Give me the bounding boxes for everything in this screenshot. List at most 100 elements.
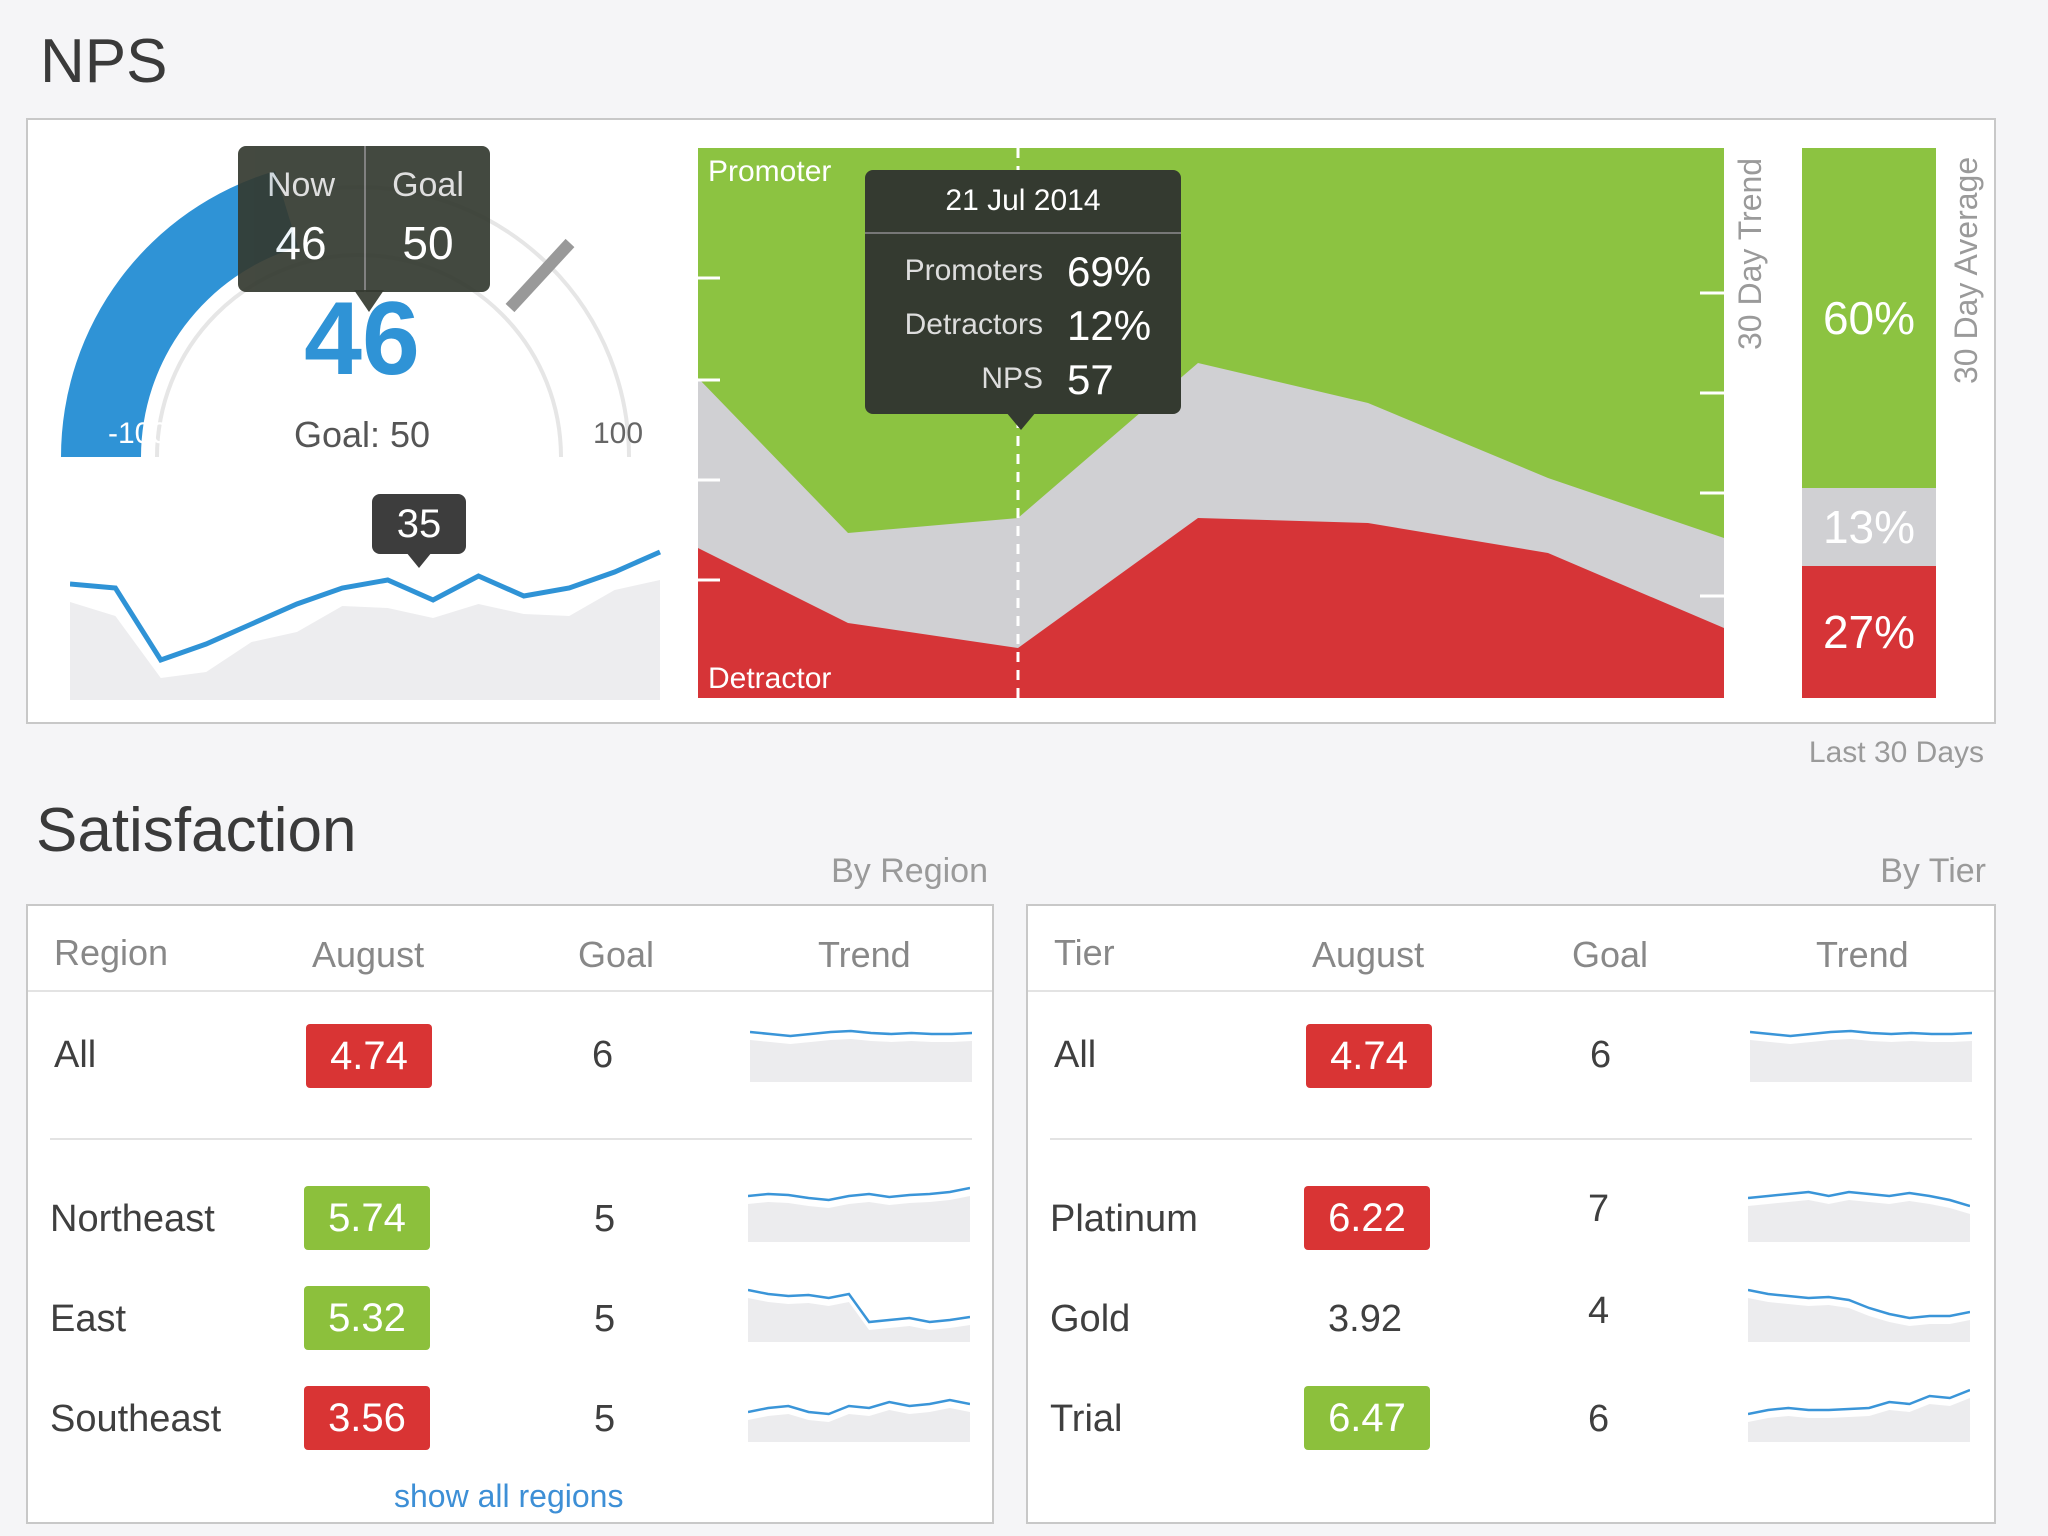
- tier-row-name: Platinum: [1050, 1198, 1198, 1240]
- region-row-name: Southeast: [50, 1398, 222, 1440]
- tier-row-value: 6.22: [1304, 1186, 1430, 1250]
- tier-total-goal: 6: [1590, 1034, 1612, 1076]
- tooltip-promoters-label: Promoters: [904, 254, 1043, 287]
- region-row-sparkline: [748, 1186, 970, 1242]
- left-axis-ticks: [698, 276, 720, 582]
- tooltip-pointer: [354, 290, 384, 312]
- tier-row-sparkline: [1748, 1190, 1970, 1242]
- detractor-area: [698, 518, 1724, 698]
- average-passive-segment: 13%: [1802, 488, 1936, 566]
- show-all-regions-link[interactable]: show all regions: [394, 1478, 624, 1514]
- tier-row-value: 3.92: [1328, 1298, 1402, 1340]
- gauge-goal-text: Goal: 50: [294, 414, 430, 455]
- promoter-label: Promoter: [708, 155, 831, 188]
- region-row-name: Northeast: [50, 1198, 215, 1240]
- last-30-days-label: Last 30 Days: [1808, 736, 1984, 769]
- tier-header-name: Tier: [1054, 932, 1115, 973]
- goal-label: Goal: [392, 166, 464, 204]
- tier-total-sparkline: [1750, 1029, 1972, 1082]
- region-total-divider: [50, 1138, 972, 1140]
- sparkline-line: [748, 1186, 970, 1202]
- nps-area-chart: Promoter Detractor: [698, 148, 1724, 698]
- region-row-value: 3.56: [304, 1386, 430, 1450]
- average-promoter-value: 60%: [1822, 292, 1916, 344]
- tier-row-sparkline: [1748, 1288, 1970, 1342]
- by-region-caption: By Region: [831, 852, 988, 890]
- tier-total-name: All: [1054, 1034, 1097, 1076]
- tooltip-row-detractors: Detractors 12%: [865, 302, 1181, 356]
- mini-trend-callout: 35: [372, 494, 466, 554]
- region-row-name: East: [50, 1298, 127, 1340]
- sparkline-line: [1748, 1288, 1970, 1320]
- tier-table: Tier August Goal Trend All 4.74 6 Platin…: [1026, 904, 1996, 1524]
- goal-value: 50: [402, 217, 454, 269]
- tier-row-goal: 6: [1588, 1398, 1610, 1440]
- area-tooltip: 21 Jul 2014 Promoters 69% Detractors 12%…: [865, 170, 1181, 414]
- average-passive-value: 13%: [1822, 501, 1916, 553]
- sparkline-band: [1748, 1298, 1970, 1342]
- sparkline-band: [1748, 1398, 1970, 1442]
- tier-header-trend: Trend: [1816, 934, 1909, 975]
- right-axis-ticks: [1700, 291, 1724, 598]
- by-tier-caption: By Tier: [1880, 852, 1986, 890]
- average-axis-label: 30 Day Average: [1948, 156, 1984, 384]
- sparkline-line: [1748, 1388, 1970, 1416]
- region-header-month: August: [312, 934, 425, 975]
- tooltip-nps-value: 57: [1067, 356, 1114, 403]
- detractor-label: Detractor: [708, 662, 831, 695]
- nps-mini-trend-chart: [70, 549, 662, 700]
- gauge-max-label: 100: [593, 417, 643, 450]
- sparkline-line: [748, 1398, 970, 1416]
- region-header-divider: [28, 990, 992, 992]
- sparkline-band: [748, 1298, 970, 1342]
- tier-row-name: Trial: [1050, 1398, 1123, 1440]
- region-row-goal: 5: [594, 1198, 616, 1240]
- tooltip-row-promoters: Promoters 69%: [865, 248, 1181, 302]
- now-label: Now: [266, 166, 336, 204]
- tier-header-goal: Goal: [1572, 934, 1649, 975]
- nps-title: NPS: [40, 27, 168, 96]
- region-total-goal: 6: [592, 1034, 614, 1076]
- tier-row-value: 6.47: [1304, 1386, 1430, 1450]
- sparkline-line: [1750, 1029, 1972, 1038]
- region-total-name: All: [54, 1034, 97, 1076]
- mini-trend-line: [70, 549, 662, 664]
- region-header-trend: Trend: [818, 934, 911, 975]
- region-row-goal: 5: [594, 1398, 616, 1440]
- average-promoter-segment: 60%: [1802, 148, 1936, 488]
- mini-callout-pointer: [406, 552, 432, 568]
- sparkline-line: [750, 1029, 972, 1038]
- average-detractor-segment: 27%: [1802, 566, 1936, 698]
- now-goal-tooltip: Now 46 Goal 50: [238, 146, 490, 292]
- tooltip-detractors-label: Detractors: [904, 308, 1043, 341]
- average-detractor-value: 27%: [1822, 606, 1916, 658]
- region-header-name: Region: [54, 932, 169, 973]
- mini-trend-callout-value: 35: [396, 502, 442, 546]
- satisfaction-title: Satisfaction: [36, 796, 357, 865]
- tooltip-divider: [364, 146, 366, 292]
- tier-header-divider: [1028, 990, 1994, 992]
- region-row-goal: 5: [594, 1298, 616, 1340]
- tier-row-name: Gold: [1050, 1298, 1131, 1340]
- tooltip-row-nps: NPS 57: [865, 356, 1181, 410]
- region-row-value: 5.74: [304, 1186, 430, 1250]
- region-row-sparkline: [748, 1288, 970, 1342]
- region-row-value: 5.32: [304, 1286, 430, 1350]
- region-row-sparkline: [748, 1398, 970, 1442]
- tier-row-goal: 7: [1588, 1188, 1610, 1230]
- sparkline-band: [1750, 1039, 1972, 1082]
- average-bar: 60% 13% 27%: [1802, 148, 1936, 698]
- tier-total-value: 4.74: [1306, 1024, 1432, 1088]
- region-table: Region August Goal Trend All 4.74 6 Nort…: [26, 904, 994, 1524]
- tier-row-sparkline: [1748, 1388, 1970, 1442]
- sparkline-line: [1748, 1190, 1970, 1208]
- gauge-goal-marker: [505, 238, 575, 313]
- region-header-goal: Goal: [578, 934, 655, 975]
- tooltip-nps-label: NPS: [981, 362, 1043, 395]
- tier-total-divider: [1050, 1138, 1972, 1140]
- tooltip-date: 21 Jul 2014: [865, 170, 1181, 234]
- sparkline-band: [748, 1196, 970, 1242]
- sparkline-line: [748, 1288, 970, 1324]
- tooltip-promoters-value: 69%: [1067, 248, 1152, 295]
- sparkline-band: [748, 1408, 970, 1442]
